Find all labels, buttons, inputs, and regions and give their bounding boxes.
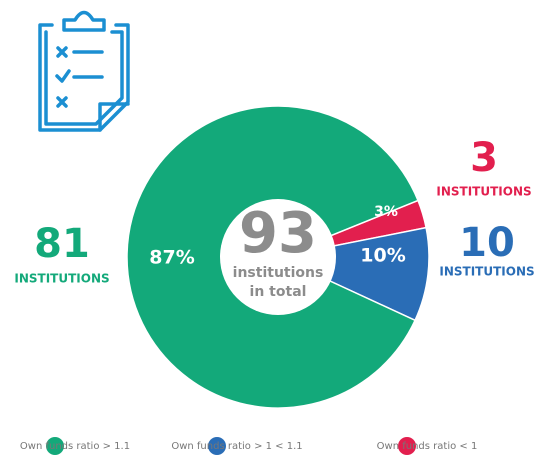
value-label: 87% bbox=[149, 247, 194, 269]
center-hole bbox=[220, 199, 336, 315]
total-number: 93 bbox=[239, 201, 317, 266]
value-label: 3% bbox=[374, 204, 398, 220]
value-label: 10% bbox=[360, 245, 405, 267]
legend-label: Own funds ratio > 1.1 bbox=[20, 441, 130, 452]
legend-label: Own funds ratio > 1 < 1.1 bbox=[171, 441, 302, 452]
count-number: 3 bbox=[470, 135, 498, 181]
legend-swatch bbox=[208, 437, 226, 455]
total-label: institutions bbox=[233, 265, 324, 281]
count-label: INSTITUTIONS bbox=[439, 265, 534, 279]
count-number: 10 bbox=[459, 220, 515, 266]
legend-swatch bbox=[398, 437, 416, 455]
count-label: INSTITUTIONS bbox=[436, 185, 531, 199]
count-number: 81 bbox=[34, 221, 90, 267]
count-label: INSTITUTIONS bbox=[14, 272, 109, 286]
clipboard-icon bbox=[38, 10, 130, 132]
total-label: in total bbox=[250, 284, 307, 300]
legend-swatch bbox=[46, 437, 64, 455]
legend-label: Own funds ratio < 1 bbox=[377, 441, 478, 452]
